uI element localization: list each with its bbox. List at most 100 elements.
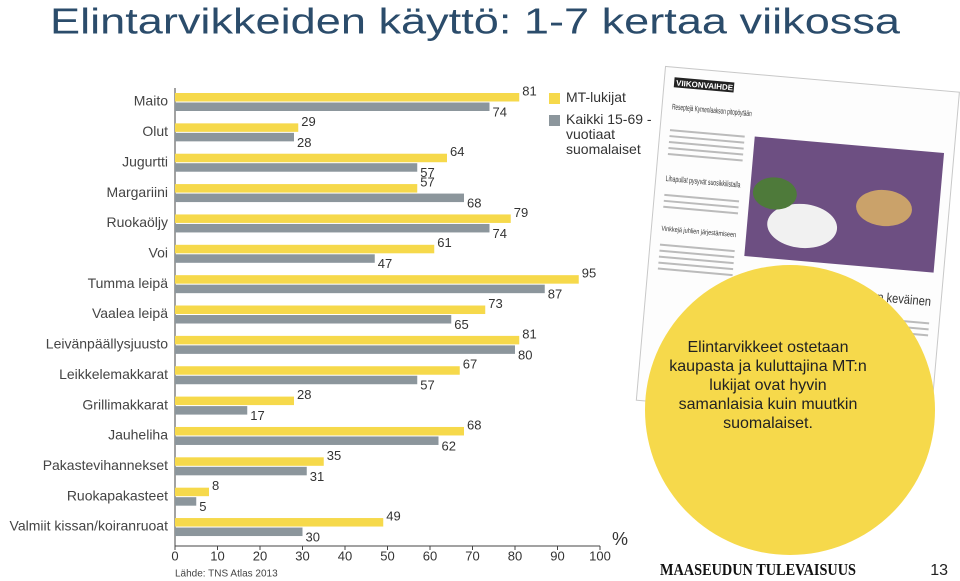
bar <box>175 153 447 163</box>
category-label: Ruokapakasteet <box>67 487 168 503</box>
category-label: Grillimakkarat <box>82 396 168 412</box>
value-label: 29 <box>301 114 315 129</box>
bar <box>175 102 490 111</box>
value-label: 57 <box>420 165 434 180</box>
value-label: 47 <box>378 256 392 271</box>
category-label: Voi <box>149 245 168 261</box>
value-label: 64 <box>450 144 464 159</box>
unit-label: % <box>612 529 628 549</box>
category-label: Leikkelemakkarat <box>59 366 168 382</box>
value-label: 74 <box>493 104 507 119</box>
value-label: 68 <box>467 196 481 211</box>
category-label: Pakastevihannekset <box>43 457 168 473</box>
bar <box>175 375 418 385</box>
value-label: 57 <box>420 378 434 393</box>
value-label: 65 <box>454 317 468 332</box>
bar <box>175 275 579 284</box>
value-label: 68 <box>467 417 481 432</box>
x-tick-label: 100 <box>589 548 611 563</box>
bar <box>175 214 511 223</box>
category-label: Ruokaöljy <box>107 214 168 230</box>
bar <box>175 184 418 193</box>
page-number: 13 <box>930 562 948 579</box>
value-label: 31 <box>310 469 324 484</box>
bar <box>175 93 520 102</box>
value-label: 80 <box>518 347 532 362</box>
bar <box>175 527 303 537</box>
bar <box>175 315 452 324</box>
value-label: 57 <box>420 175 434 190</box>
bar <box>175 518 384 527</box>
value-label: 61 <box>437 235 451 250</box>
value-label: 8 <box>212 478 219 493</box>
value-label: 74 <box>493 226 507 241</box>
category-label: Vaalea leipä <box>92 305 168 321</box>
value-label: 87 <box>548 287 562 302</box>
x-tick-label: 30 <box>295 548 309 563</box>
value-label: 81 <box>522 326 536 341</box>
category-label: Maito <box>134 93 168 109</box>
legend-swatch <box>549 93 560 104</box>
legend-label: Kaikki 15-69 -vuotiaat suomalaiset <box>566 111 652 157</box>
bar <box>175 457 324 466</box>
x-tick-label: 40 <box>338 548 352 563</box>
category-label: Jauheliha <box>108 427 168 443</box>
x-tick-label: 80 <box>508 548 522 563</box>
bar <box>175 244 435 254</box>
value-label: 95 <box>582 266 596 281</box>
bar <box>175 163 418 172</box>
x-tick-label: 90 <box>550 548 564 563</box>
photo-plate <box>767 203 838 249</box>
photo-food <box>856 189 912 227</box>
bar <box>175 305 486 315</box>
x-tick-label: 50 <box>380 548 394 563</box>
publication: MAASEUDUN TULEVAISUUS <box>660 560 856 579</box>
bar <box>175 132 294 142</box>
value-label: 17 <box>250 408 264 423</box>
x-tick-label: 0 <box>171 548 178 563</box>
x-tick-label: 10 <box>210 548 224 563</box>
value-label: 62 <box>442 438 456 453</box>
callout-text: Elintarvikkeet ostetaan kaupasta ja kulu… <box>669 339 867 432</box>
category-label: Olut <box>142 123 168 139</box>
x-tick-label: 70 <box>465 548 479 563</box>
source: Lähde: TNS Atlas 2013 <box>175 569 278 580</box>
bar <box>175 406 248 415</box>
bar <box>175 345 515 354</box>
value-label: 49 <box>386 508 400 523</box>
value-label: 79 <box>514 205 528 220</box>
bar <box>175 436 439 445</box>
bar <box>175 123 299 132</box>
value-label: 28 <box>297 387 311 402</box>
bar <box>175 497 197 506</box>
bar <box>175 366 460 375</box>
legend-swatch <box>549 115 560 126</box>
value-label: 28 <box>297 135 311 150</box>
legend-label: MT-lukijat <box>566 89 626 105</box>
value-label: 67 <box>463 357 477 372</box>
value-label: 30 <box>306 529 320 544</box>
bar <box>175 223 490 233</box>
callout-circle <box>645 265 935 555</box>
value-label: 35 <box>327 448 341 463</box>
bar <box>175 487 209 497</box>
value-label: 5 <box>199 499 206 514</box>
value-label: 81 <box>522 83 536 98</box>
newspaper-header-bar <box>673 77 735 93</box>
x-tick-label: 60 <box>423 548 437 563</box>
bar <box>175 426 464 436</box>
category-label: Tumma leipä <box>88 275 169 291</box>
bar <box>175 193 464 203</box>
bar <box>175 396 294 406</box>
chart-title: Elintarvikkeiden käyttö: 1-7 kertaa viik… <box>50 1 901 42</box>
bar <box>175 284 545 294</box>
category-label: Jugurtti <box>122 153 168 169</box>
photo-salad <box>752 177 797 210</box>
category-label: Valmiit kissan/koiranruoat <box>10 518 169 534</box>
bar <box>175 466 307 476</box>
category-label: Leivänpäällysjuusto <box>46 336 168 352</box>
value-label: 73 <box>488 296 502 311</box>
x-tick-label: 20 <box>253 548 267 563</box>
